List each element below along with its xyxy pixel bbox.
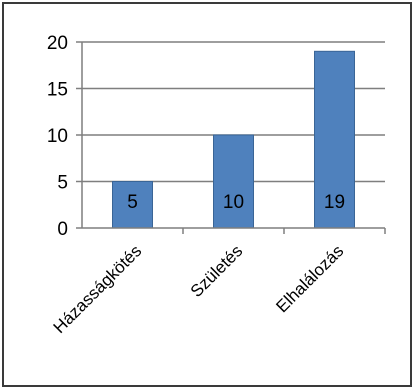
y-tick-label: 0 [57, 219, 68, 240]
bar [213, 134, 254, 229]
x-category-label: Elhalálozás [272, 241, 347, 316]
y-tick-label: 20 [47, 33, 68, 54]
bar [314, 50, 355, 229]
data-label: 10 [223, 192, 244, 213]
axes [76, 41, 386, 234]
y-tick-label: 15 [47, 80, 68, 101]
y-tick-label: 5 [57, 173, 68, 194]
y-tick-label: 10 [47, 126, 68, 147]
data-label: 19 [324, 192, 345, 213]
data-label: 5 [127, 192, 138, 213]
labels: 0 5 10 15 20 5 Házasságkötés 10 Születés 19 Elhalá… [47, 33, 347, 337]
x-category-label: Születés [187, 241, 247, 301]
x-category-label: Házasságkötés [50, 241, 146, 337]
